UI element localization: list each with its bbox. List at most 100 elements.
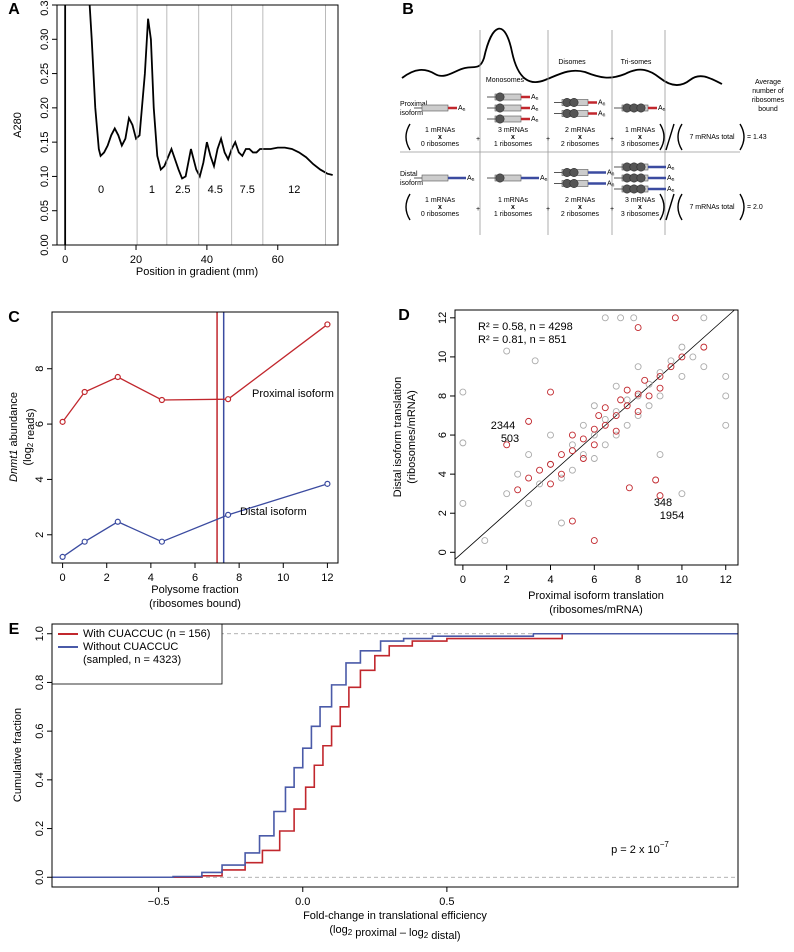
term-ribosomes: 3 ribosomes bbox=[621, 141, 660, 148]
y-tick-label: 0.2 bbox=[34, 821, 46, 836]
poly-a-letter: A bbox=[540, 175, 545, 182]
term-times: x bbox=[438, 204, 442, 211]
poly-a-sub: n bbox=[612, 183, 615, 189]
point bbox=[525, 451, 533, 459]
term-mrnas: 3 mRNAs bbox=[625, 197, 655, 204]
legend-note: (sampled, n = 4323) bbox=[83, 654, 181, 666]
y-axis-label: (ribosomes/mRNA) bbox=[406, 390, 418, 484]
y-axis-label: Dnmt1 abundance bbox=[8, 392, 20, 482]
annotation: 348 bbox=[654, 497, 672, 509]
term-ribosomes: 0 ribosomes bbox=[421, 141, 460, 148]
point bbox=[671, 314, 679, 322]
text-part: (log bbox=[22, 447, 34, 465]
point bbox=[612, 427, 620, 435]
point bbox=[601, 415, 609, 423]
header-line: number of bbox=[752, 88, 784, 95]
plus-sign: + bbox=[610, 136, 614, 143]
legend-box bbox=[51, 623, 223, 685]
point bbox=[158, 538, 165, 545]
x-axis-label: (ribosomes bound) bbox=[149, 598, 241, 610]
y-tick-label: 0.05 bbox=[39, 200, 51, 221]
y-tick-label: 2 bbox=[34, 532, 46, 538]
y-tick-label: 1.0 bbox=[34, 626, 46, 641]
point bbox=[634, 363, 642, 371]
point bbox=[656, 392, 664, 400]
point bbox=[623, 396, 631, 404]
ribosome bbox=[569, 109, 579, 118]
ribosome bbox=[636, 162, 646, 172]
term-ribosomes: 3 ribosomes bbox=[621, 211, 660, 218]
term-mrnas: 1 mRNAs bbox=[425, 127, 455, 134]
point bbox=[656, 369, 664, 376]
term-times: x bbox=[638, 134, 642, 141]
poly-a-letter: A bbox=[667, 175, 672, 182]
x-axis-label: Proximal isoform translation bbox=[528, 590, 664, 602]
plot-frame bbox=[51, 623, 739, 888]
point bbox=[225, 511, 232, 518]
y-tick-label: 6 bbox=[34, 421, 46, 427]
ribosome bbox=[495, 114, 505, 124]
division-slash bbox=[665, 193, 675, 221]
term-times: x bbox=[511, 134, 515, 141]
annotation: 1954 bbox=[660, 510, 684, 522]
isoform-label: isoform bbox=[400, 180, 423, 187]
y-axis-label: (log2 reads) bbox=[22, 408, 37, 465]
text-part: distal) bbox=[428, 930, 460, 942]
point bbox=[678, 353, 686, 361]
point bbox=[568, 466, 576, 474]
y-axis-label: Distal isoform translation bbox=[392, 377, 404, 497]
annotation: 503 bbox=[501, 433, 519, 445]
point bbox=[114, 518, 121, 525]
fraction-label: 12 bbox=[288, 184, 300, 196]
plus-sign: + bbox=[546, 206, 550, 213]
point bbox=[558, 451, 565, 459]
series-line bbox=[62, 483, 328, 558]
x-tick-label: 0.0 bbox=[295, 896, 310, 908]
point bbox=[625, 484, 633, 492]
plus-sign: + bbox=[476, 206, 480, 213]
ribosome bbox=[495, 103, 505, 113]
text-italic: Dnmt1 bbox=[8, 450, 20, 482]
x-axis-label: Fold-change in translational efficiency bbox=[303, 910, 487, 922]
poly-a: An bbox=[667, 186, 675, 194]
point bbox=[601, 421, 609, 429]
point bbox=[652, 476, 660, 484]
fraction-label: 4.5 bbox=[208, 184, 223, 196]
ribosome bbox=[495, 173, 505, 183]
fraction-name: Monosomes bbox=[486, 77, 525, 84]
point bbox=[617, 396, 625, 404]
point bbox=[656, 384, 664, 392]
point bbox=[623, 421, 631, 429]
text-part: abundance bbox=[8, 392, 20, 450]
x-tick-label: 20 bbox=[130, 254, 142, 266]
point bbox=[503, 490, 511, 498]
poly-a-letter: A bbox=[598, 110, 603, 117]
point bbox=[656, 451, 664, 459]
x-axis-label: Position in gradient (mm) bbox=[136, 266, 258, 278]
point bbox=[531, 357, 539, 365]
point bbox=[689, 353, 697, 361]
poly-a-sub: n bbox=[672, 188, 675, 194]
poly-a-sub: n bbox=[663, 107, 666, 113]
point bbox=[459, 388, 467, 396]
term-mrnas: 2 mRNAs bbox=[565, 197, 595, 204]
x-tick-label: 6 bbox=[591, 574, 597, 586]
series-label: Proximal isoform bbox=[252, 388, 334, 400]
ecdf-line bbox=[52, 632, 738, 879]
point bbox=[590, 425, 598, 433]
result: = 1.43 bbox=[747, 134, 767, 141]
term-times: x bbox=[578, 134, 582, 141]
point bbox=[324, 321, 331, 328]
y-tick-label: 0 bbox=[437, 549, 449, 555]
poly-a: An bbox=[467, 175, 475, 183]
point bbox=[667, 357, 675, 365]
y-tick-label: 4 bbox=[437, 471, 449, 477]
x-tick-label: 0.5 bbox=[439, 896, 454, 908]
x-tick-label: 40 bbox=[201, 254, 213, 266]
term-times: x bbox=[511, 204, 515, 211]
x-tick-label: 8 bbox=[236, 572, 242, 584]
text-part: reads) bbox=[25, 408, 37, 442]
legend-label: Without CUACCUC bbox=[83, 641, 178, 653]
text-sub: 2 bbox=[424, 931, 429, 940]
text-sub: 2 bbox=[348, 928, 353, 937]
